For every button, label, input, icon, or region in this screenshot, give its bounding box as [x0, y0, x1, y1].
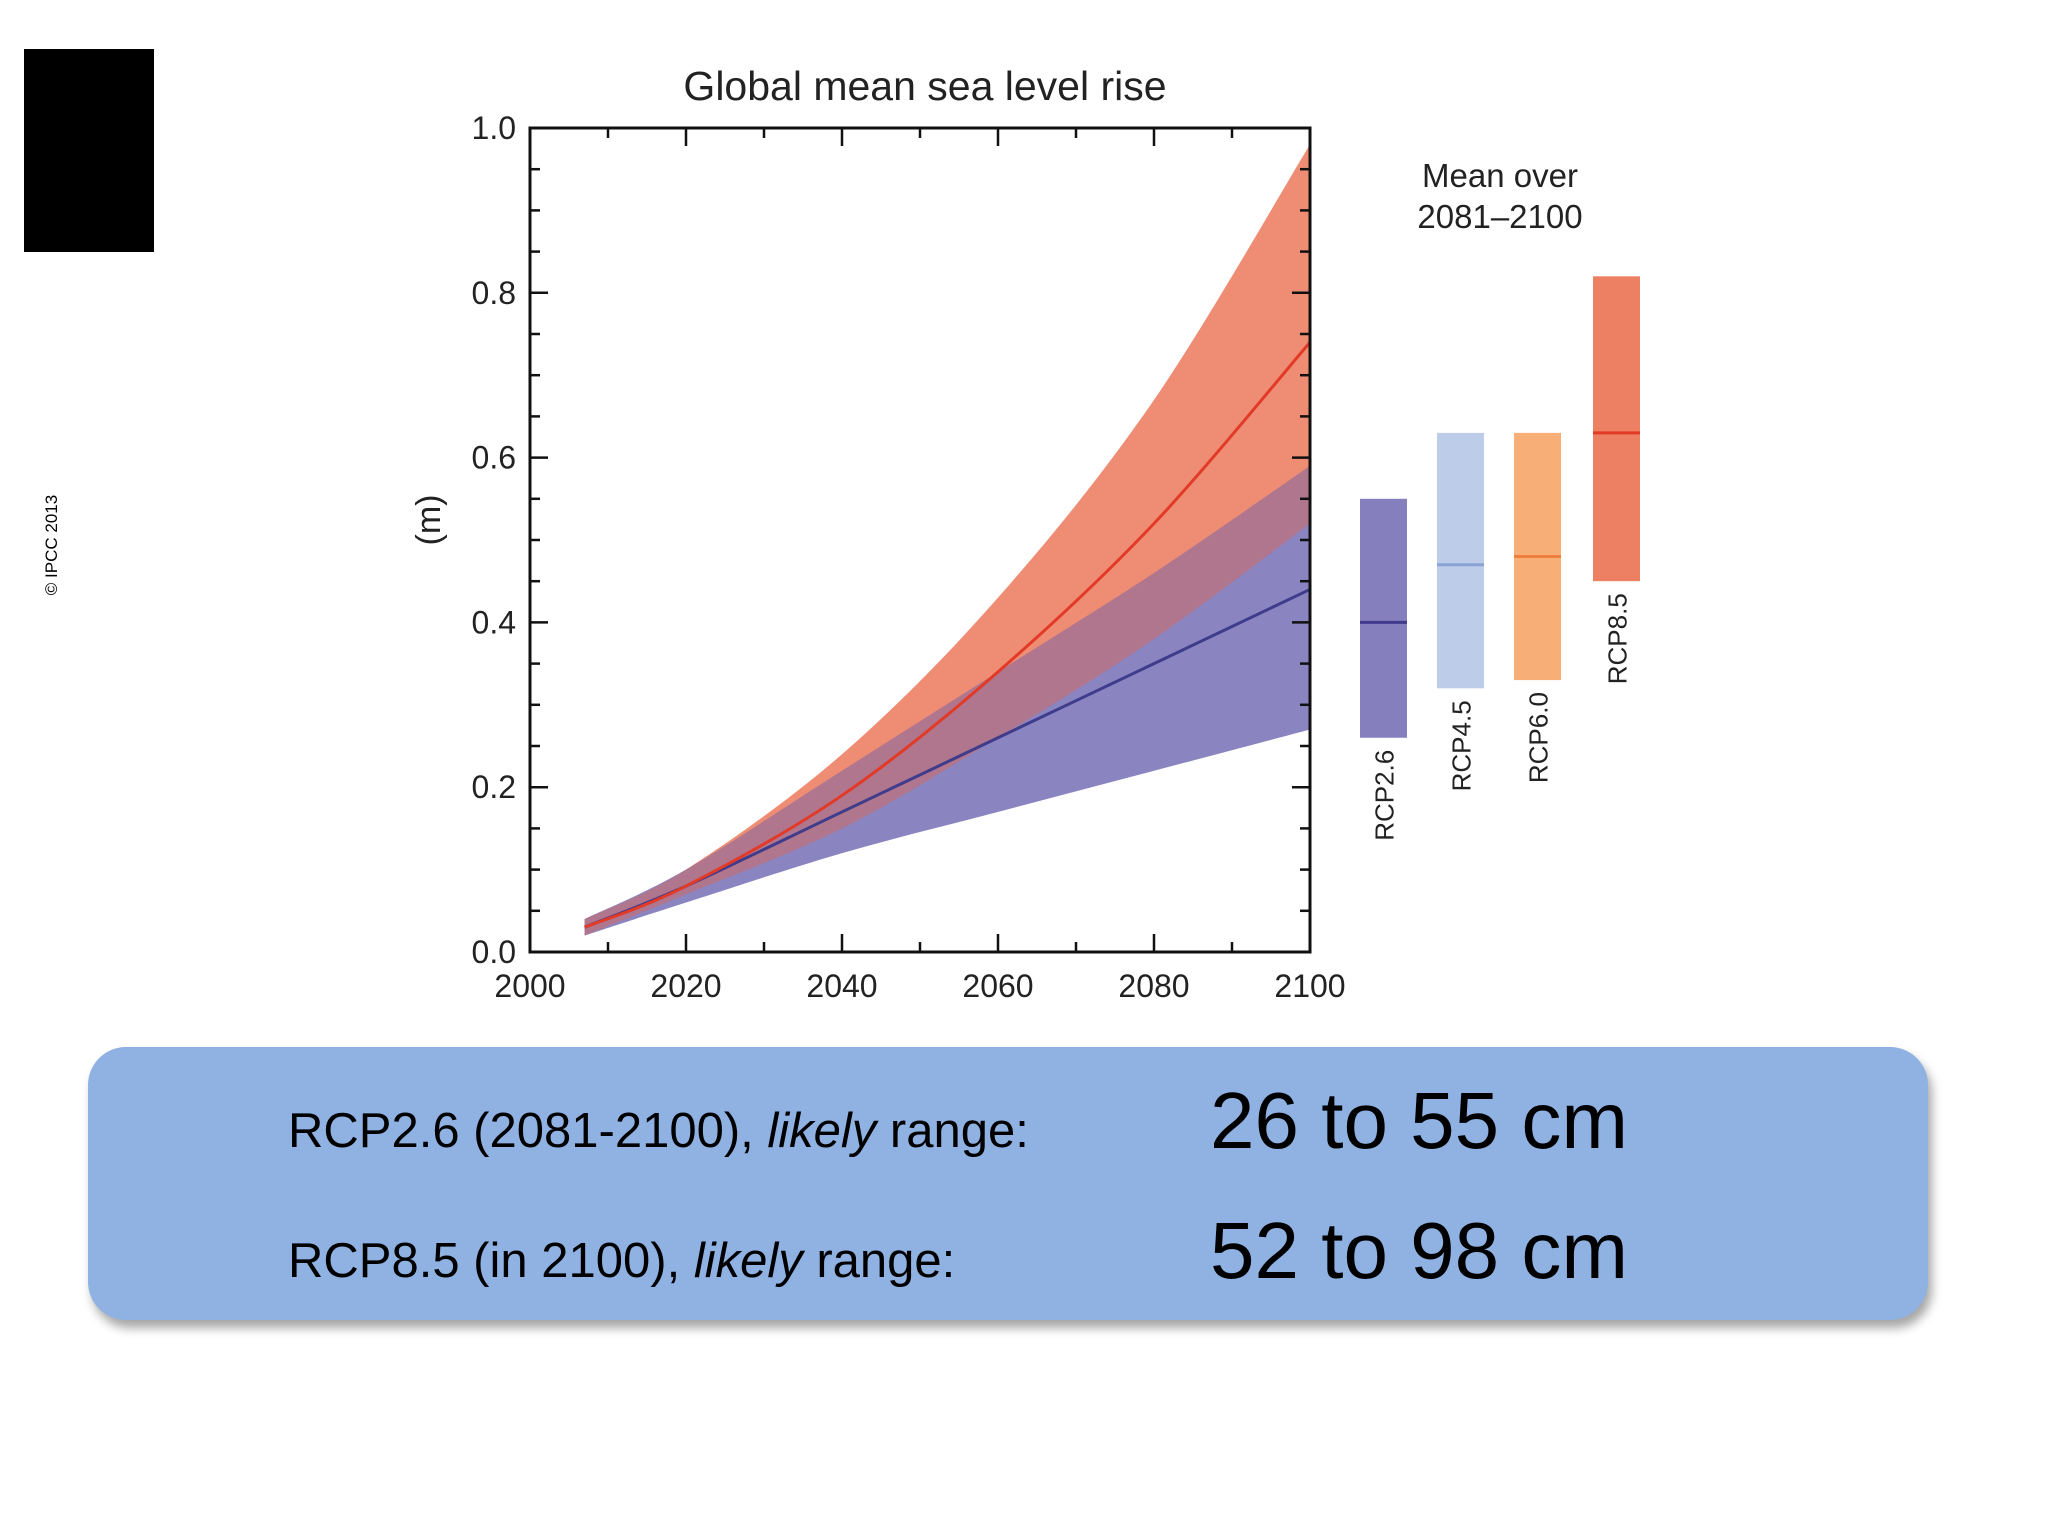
- rcp26-mean-bar: [1360, 498, 1407, 738]
- black-block: [24, 49, 154, 252]
- rcp26-overlap-band: [584, 465, 1310, 936]
- mean-panel-title-line1: Mean over: [1422, 157, 1578, 194]
- chart-title: Global mean sea level rise: [683, 63, 1166, 109]
- rcp26-label-suffix: range:: [876, 1104, 1029, 1158]
- rcp85-mean-bar: [1593, 276, 1640, 582]
- rcp26-range-value: 26 to 55 cm: [1210, 1076, 1629, 1165]
- y-axis-label: (m): [410, 495, 448, 546]
- rcp85-range-label: RCP8.5 (in 2100), likely range:: [288, 1233, 955, 1289]
- rcp26-label-italic: likely: [767, 1104, 877, 1158]
- rcp26-bar-label: RCP2.6: [1370, 750, 1400, 841]
- x-tick-label: 2100: [1274, 968, 1345, 1004]
- y-tick-label: 0.2: [472, 769, 516, 805]
- y-tick-label: 0.0: [472, 934, 516, 970]
- sea-level-chart: 2000 2020 2040 2060 2080 2100 0.0 0.2 0.4 0.6 0.8 1…: [410, 63, 1640, 1004]
- y-tick-label: 1.0: [472, 110, 516, 146]
- rcp85-label-prefix: RCP8.5 (in 2100),: [288, 1234, 694, 1288]
- x-tick-label: 2080: [1118, 968, 1189, 1004]
- y-tick-label: 0.4: [472, 604, 516, 640]
- y-tick-label: 0.6: [472, 440, 516, 476]
- x-tick-label: 2060: [962, 968, 1033, 1004]
- x-tick-label: 2040: [806, 968, 877, 1004]
- rcp85-label-suffix: range:: [802, 1234, 956, 1288]
- rcp85-bar-label: RCP8.5: [1603, 593, 1633, 684]
- summary-box: RCP2.6 (2081-2100), likely range: 26 to …: [88, 1047, 1928, 1320]
- rcp45-mean-bar: [1437, 432, 1484, 689]
- x-tick-label: 2020: [650, 968, 721, 1004]
- y-tick-label: 0.8: [472, 275, 516, 311]
- rcp60-bar-label: RCP6.0: [1524, 692, 1554, 783]
- rcp26-range-label: RCP2.6 (2081-2100), likely range:: [288, 1103, 1029, 1159]
- axis-ticks: [528, 126, 1312, 954]
- rcp85-mean-line: [584, 341, 1312, 929]
- rcp85-label-italic: likely: [693, 1234, 803, 1288]
- x-tick-label: 2000: [494, 968, 565, 1004]
- rcp85-range-value: 52 to 98 cm: [1210, 1206, 1629, 1295]
- rcp85-range-band: [584, 144, 1310, 936]
- rcp45-bar-label: RCP4.5: [1447, 700, 1477, 791]
- mean-panel-title-line2: 2081–2100: [1417, 198, 1582, 235]
- rcp26-label-prefix: RCP2.6 (2081-2100),: [288, 1104, 768, 1158]
